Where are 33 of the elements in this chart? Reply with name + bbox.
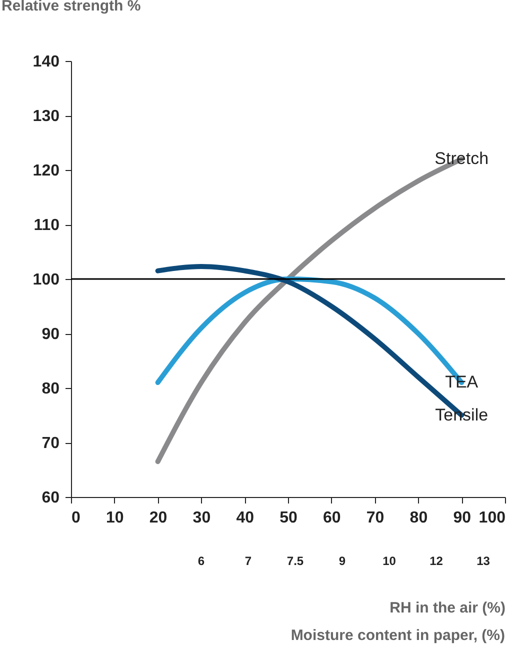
y-tick-label: 60 [42, 490, 60, 506]
x-tick-label: 90 [453, 510, 472, 526]
x-tick-label: 70 [366, 510, 384, 526]
x-tick-label: 20 [149, 510, 168, 526]
y-tick-label: 110 [34, 217, 60, 234]
text: 6 [198, 554, 205, 568]
y-tick-label: 80 [42, 380, 60, 398]
y-tick-label: 130 [32, 108, 60, 125]
series-label: Stretch [434, 149, 489, 168]
x-tick-label: 0 [72, 510, 80, 526]
text: 7 [244, 554, 252, 568]
x-tick-label: 50 [280, 510, 298, 526]
text: 7.5 [286, 554, 304, 568]
series-label: Tensile [435, 405, 488, 424]
x-tick-label: 60 [323, 510, 341, 526]
x2-axis-title: Moisture content in paper, (%) [290, 627, 505, 644]
x-tick-label: 80 [410, 510, 428, 526]
text: 12 [430, 554, 444, 568]
text: 9 [338, 554, 346, 568]
y-tick-label: 100 [32, 272, 60, 288]
x-tick-label: 30 [192, 510, 211, 526]
y-tick-label: 120 [32, 162, 60, 180]
y-tick-label: 70 [42, 435, 60, 452]
y-tick-label: 140 [32, 54, 60, 70]
text: 13 [476, 554, 490, 568]
y-axis-title: Relative strength % [2, 0, 141, 14]
series-label: TEA [445, 372, 479, 392]
x-axis-title: RH in the air (%) [390, 600, 506, 616]
x-tick-label: 10 [106, 510, 124, 526]
text: 10 [382, 554, 396, 568]
y-tick-label: 90 [42, 326, 60, 343]
x-tick-label: 40 [236, 510, 254, 526]
x-tick-label: 100 [478, 510, 506, 526]
